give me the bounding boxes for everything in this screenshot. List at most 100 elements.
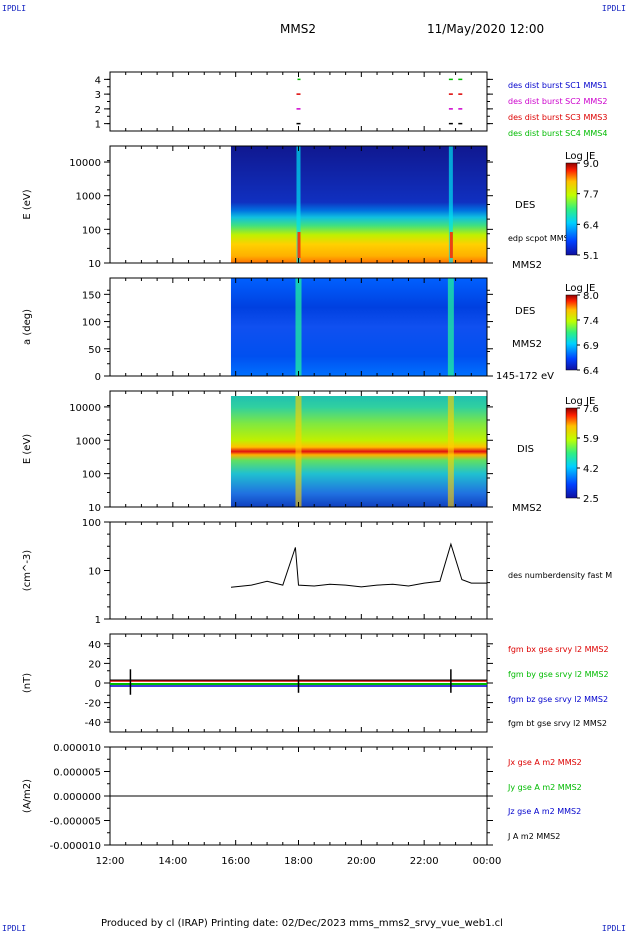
corner-label-bottom-right: IPDLI [601,924,626,933]
panel-7-ylabel: (A/m2) [22,779,33,813]
burst-legend-4: des dist burst SC4 MMS4 [508,129,607,138]
panel-3-ytick-label: 0 [95,372,101,383]
panel-1-ytick-label: 3 [95,90,101,101]
panel-3-ylabel: a (deg) [22,309,33,345]
datetime-title: 11/May/2020 12:00 [427,22,545,36]
colorbar-2-title: Log JE [565,283,595,294]
panel-4-ytick-label: 10000 [69,403,101,414]
panel-2-ytick-label: 10000 [69,158,101,169]
panel-2-ytick-label: 100 [82,225,101,236]
panel-6-ytick-label: 0 [95,679,101,690]
panel-3-side-label: 145-172 eV [496,371,554,382]
panel-2-ytick-label: 1000 [76,192,101,203]
corner-label-bottom-left: IPDLI [2,924,27,933]
panel-5-ylabel: (cm^-3) [22,550,33,591]
panel-1-ytick-label: 2 [95,105,101,116]
colorbar-2 [565,294,578,371]
panel-1-ytick-label: 4 [95,75,101,86]
panel-7-ytick-label: -0.000010 [50,841,101,852]
colorbar-1-tick-label: 6.4 [583,220,599,231]
colorbar-1-tick-label: 5.1 [583,251,599,262]
des-energy-spike-1 [448,146,453,263]
burst-legend-2: des dist burst SC2 MMS2 [508,97,607,106]
colorbar-2-tick-label: 7.4 [583,316,599,327]
xtick-label: 12:00 [96,856,125,867]
burst-legend-1: des dist burst SC1 MMS1 [508,81,607,90]
des-energy-spike-core-0 [297,232,301,258]
panel-6-ytick-label: 40 [88,640,101,651]
dis-energy-spectrogram-fill [230,396,487,507]
colorbar-1-tick-label: 7.7 [583,190,599,201]
footer-credit: Produced by cl (IRAP) Printing date: 02/… [101,918,503,929]
panel-4-side-label: DIS [517,444,534,455]
dis-energy-spike-0 [295,396,302,507]
colorbar-1-title: Log JE [565,151,595,162]
burst-legend-3: des dist burst SC3 MMS3 [508,113,607,122]
panel-7-ytick-label: 0.000000 [53,792,101,803]
colorbar-1-tick-label: 9.0 [583,159,599,170]
colorbar-3-title: Log JE [565,396,595,407]
density-line [230,542,487,588]
panel-7-ytick-label: 0.000010 [53,743,101,754]
b-legend-4: fgm bt gse srvy l2 MMS2 [508,719,607,728]
j-legend-3: Jz gse A m2 MMS2 [507,807,581,816]
dis-energy-spike-1 [447,396,454,507]
panel-2-side-label: DES [515,200,535,211]
des-energy-spike-core-1 [449,232,453,258]
b-legend-2: fgm by gse srvy l2 MMS2 [508,670,609,679]
des-energy-spike-0 [296,146,301,263]
xtick-label: 22:00 [410,856,439,867]
panel-7-ytick-label: -0.000005 [50,817,101,828]
des-pitch-spike-0 [295,278,302,376]
panel-6-ytick-label: -40 [85,718,101,729]
colorbar-3-tick-label: 5.9 [583,434,599,445]
panel-6-ylabel: (nT) [22,673,33,693]
panel-2-ylabel: E (eV) [22,189,33,219]
des-pitch-spike-1 [447,278,454,376]
panel-6-ytick-label: -20 [85,699,101,710]
j-legend-2: Jy gse A m2 MMS2 [507,783,582,792]
colorbar-3-tick-label: 4.2 [583,464,599,475]
panel-6-ytick-label: 20 [88,659,101,670]
panel-4-ytick-label: 100 [82,470,101,481]
panel-3-ytick-label: 50 [88,345,101,356]
panel-2-side-label: edp scpot MMS2 [508,234,574,243]
panel-4-ylabel: E (eV) [22,434,33,464]
panel-5-ytick-label: 10 [88,567,101,578]
panel-1-ytick-label: 1 [95,120,101,131]
xtick-label: 18:00 [284,856,313,867]
panel-4-ytick-label: 10 [88,503,101,514]
panel-3-ytick-label: 150 [82,290,101,301]
xtick-label: 00:00 [473,856,502,867]
panel-frame-1 [109,71,488,132]
j-legend-4: J A m2 MMS2 [507,832,560,841]
panel-5-ytick-label: 1 [95,615,101,626]
xtick-label: 14:00 [158,856,187,867]
b-legend-1: fgm bx gse srvy l2 MMS2 [508,645,609,654]
corner-label-top-left: IPDLI [2,4,27,13]
colorbar-2-tick-label: 8.0 [583,291,599,302]
des-energy-spectrogram-fill [230,146,487,263]
xtick-label: 16:00 [221,856,250,867]
density-legend: des numberdensity fast M [508,571,612,580]
colorbar-3-tick-label: 2.5 [583,494,599,505]
colorbar-3 [565,407,578,499]
panel-4-ytick-label: 1000 [76,436,101,447]
panel-5-ytick-label: 100 [82,518,101,529]
des-pitch-angle-fill [230,278,487,376]
panel-3-side-label: DES [515,306,535,317]
colorbar-2-tick-label: 6.9 [583,341,599,352]
b-legend-3: fgm bz gse srvy l2 MMS2 [508,695,608,704]
colorbar-1 [565,162,578,256]
xtick-label: 20:00 [347,856,376,867]
panel-frame-5 [109,521,488,620]
j-legend-1: Jx gse A m2 MMS2 [507,758,582,767]
panel-3-side-label: MMS2 [512,339,542,350]
panel-7-ytick-label: 0.000005 [53,768,101,779]
corner-label-top-right: IPDLI [601,4,626,13]
colorbar-3-tick-label: 7.6 [583,404,599,415]
panel-3-ytick-label: 100 [82,318,101,329]
panel-4-side-label: MMS2 [512,503,542,514]
spacecraft-title: MMS2 [280,22,316,36]
